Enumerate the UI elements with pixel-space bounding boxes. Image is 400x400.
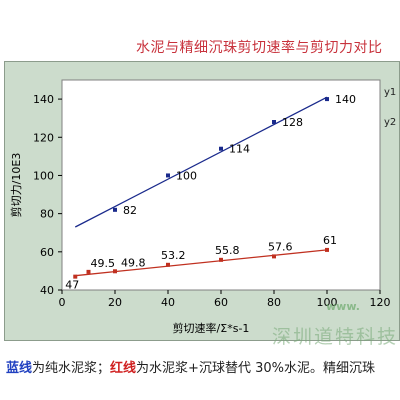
data-label-y2-0: 47 bbox=[65, 279, 79, 292]
point-y2-2 bbox=[113, 269, 117, 274]
x-tick-label-2: 40 bbox=[161, 296, 175, 309]
point-y2-1 bbox=[86, 269, 91, 274]
y-tick-label-3: 100 bbox=[33, 169, 54, 182]
x-tick-label-1: 20 bbox=[108, 296, 122, 309]
point-y2-0 bbox=[73, 274, 78, 279]
point-y2-3 bbox=[166, 262, 170, 267]
point-y2-6 bbox=[325, 247, 329, 252]
caption-red-label: 红线 bbox=[110, 361, 137, 376]
watermark-text: 深圳道特科技 bbox=[272, 326, 399, 348]
y-axis-label: 剪切力/10E3 bbox=[9, 153, 23, 218]
x-tick-label-5: 100 bbox=[317, 296, 338, 309]
point-y1-3 bbox=[272, 120, 276, 124]
y-tick-label-0: 40 bbox=[40, 284, 54, 297]
data-label-y2-6: 61 bbox=[323, 234, 337, 247]
data-label-y2-1: 49.5 bbox=[91, 257, 116, 270]
x-tick-label-4: 80 bbox=[267, 296, 281, 309]
y-tick-label-1: 60 bbox=[40, 246, 54, 259]
caption-part1: 为纯水泥浆； bbox=[32, 361, 111, 376]
data-label-y1-3: 128 bbox=[282, 116, 303, 129]
data-label-y2-2: 49.8 bbox=[121, 256, 146, 269]
y-tick-label-2: 80 bbox=[40, 208, 54, 221]
y-tick-label-5: 140 bbox=[33, 93, 54, 106]
data-label-y2-4: 55.8 bbox=[215, 244, 240, 257]
data-label-y2-5: 57.6 bbox=[268, 240, 293, 253]
trendline-y2 bbox=[75, 249, 328, 277]
x-tick-label-0: 0 bbox=[59, 296, 66, 309]
watermark-domain: www. bbox=[326, 300, 360, 313]
data-label-y1-1: 100 bbox=[176, 169, 197, 182]
point-y2-5 bbox=[272, 254, 276, 259]
legend-entry-y1: y1 bbox=[384, 87, 396, 98]
data-label-y1-2: 114 bbox=[229, 143, 250, 156]
caption-blue-label: 蓝线 bbox=[6, 361, 33, 376]
trendline-y1 bbox=[74, 96, 328, 228]
y-tick-label-4: 120 bbox=[33, 131, 54, 144]
point-y2-4 bbox=[219, 257, 223, 262]
point-y1-1 bbox=[166, 173, 170, 178]
data-label-y1-4: 140 bbox=[335, 93, 356, 106]
x-tick-label-6: 120 bbox=[370, 296, 391, 309]
plot-area bbox=[61, 79, 381, 291]
data-label-y1-0: 82 bbox=[123, 204, 137, 217]
point-y1-0 bbox=[113, 207, 117, 212]
point-y1-2 bbox=[219, 146, 223, 151]
legend-entry-y2: y2 bbox=[384, 117, 396, 128]
caption: 蓝线为纯水泥浆；红线为水泥浆+沉球替代 30%水泥。精细沉珠 bbox=[6, 357, 400, 376]
point-y1-4 bbox=[325, 97, 329, 102]
chart-title: 水泥与精细沉珠剪切速率与剪切力对比 bbox=[136, 40, 383, 56]
data-label-y2-3: 53.2 bbox=[161, 249, 186, 262]
x-axis-label: 剪切速率/Σ*s-1 bbox=[173, 321, 250, 335]
x-tick-label-3: 60 bbox=[214, 296, 228, 309]
caption-part2: 为水泥浆+沉球替代 30%水泥。精细沉珠 bbox=[136, 361, 375, 376]
